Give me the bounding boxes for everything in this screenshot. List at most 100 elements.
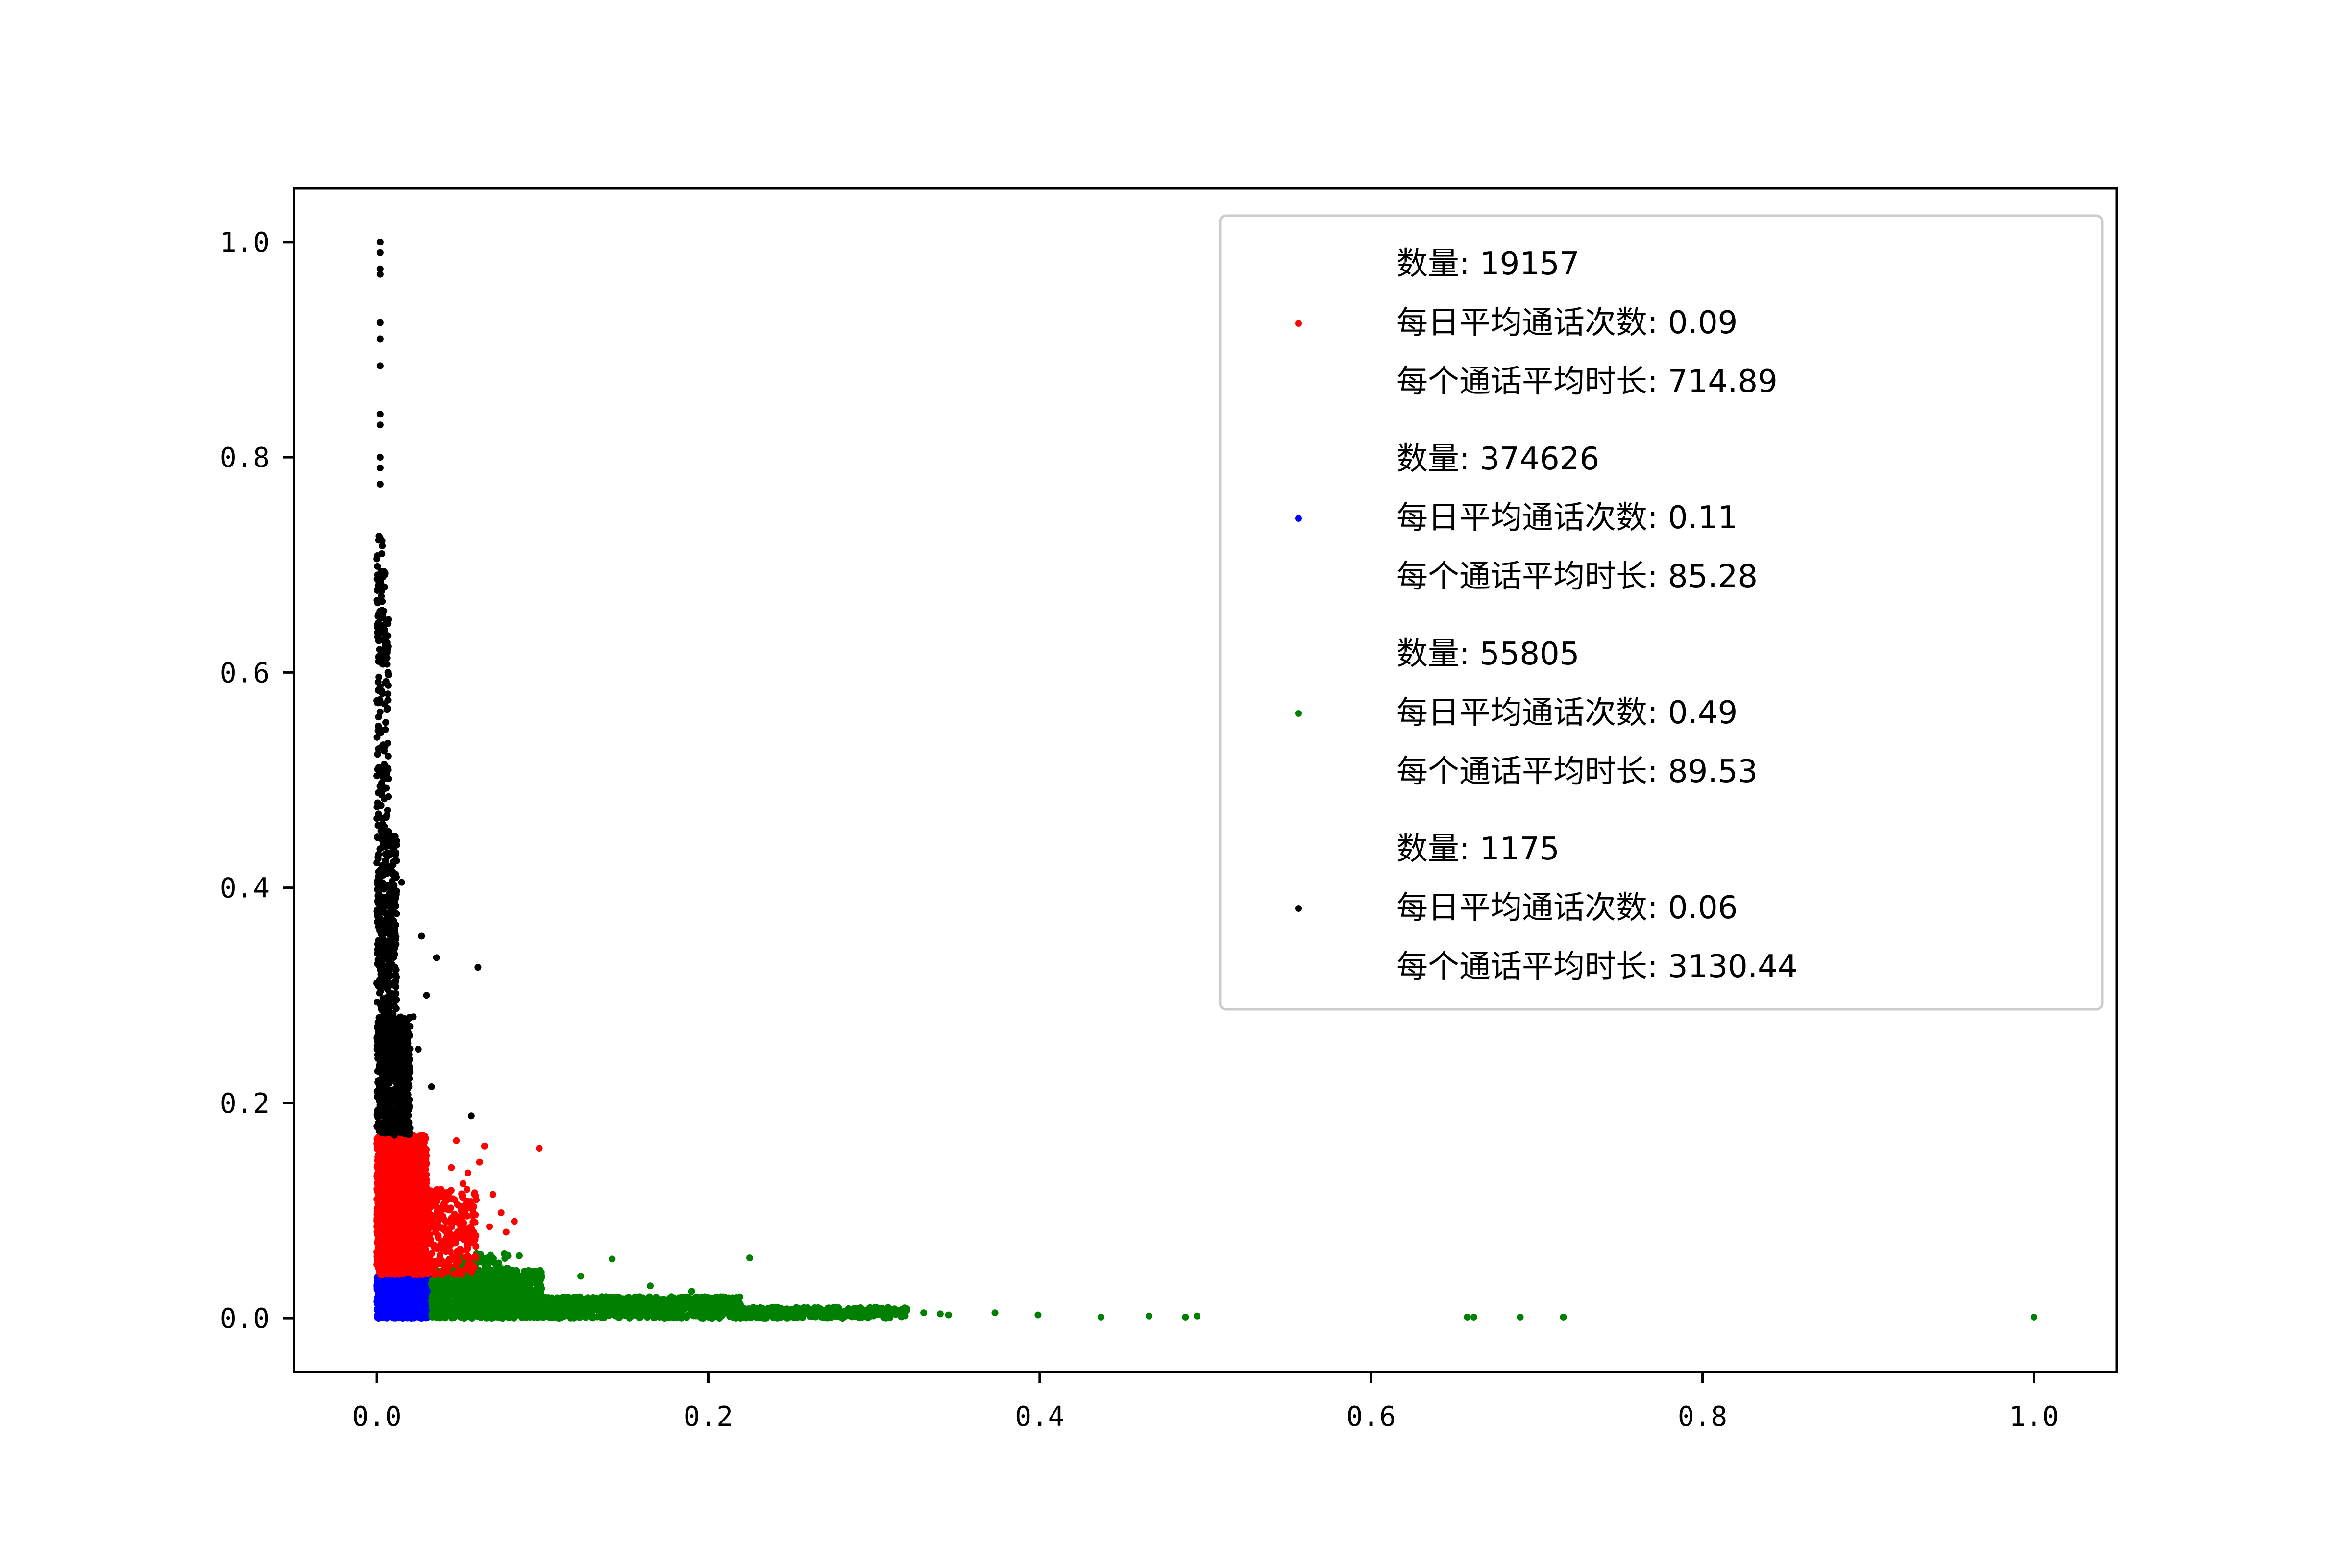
data-point [579,1300,586,1308]
data-point [788,1312,796,1319]
data-point [488,1282,495,1290]
data-point [505,1291,512,1298]
data-point [692,1309,699,1316]
data-point [511,1277,518,1284]
data-point [479,1293,486,1300]
data-point [430,1286,438,1293]
data-point [552,1306,560,1314]
data-point [485,1296,492,1303]
data-point [607,1304,614,1311]
data-point [746,1254,753,1262]
data-point [832,1307,839,1315]
data-point [415,1286,422,1294]
data-point [1560,1313,1567,1321]
data-point [656,1313,663,1321]
data-point [857,1311,864,1319]
points-layer [373,238,2037,1322]
data-point [757,1304,764,1311]
data-point [485,1254,492,1261]
data-point [686,1311,693,1318]
data-point [595,1299,602,1307]
data-point [499,1272,507,1279]
data-point [684,1304,691,1311]
data-point [656,1303,663,1311]
data-point [694,1295,701,1302]
data-point [527,1268,534,1275]
data-point [407,1295,414,1302]
data-point [545,1300,553,1308]
data-point [878,1305,885,1313]
data-point [450,1312,457,1320]
data-point [609,1255,616,1263]
data-point [637,1310,644,1317]
data-point [458,1291,466,1298]
data-point [560,1311,567,1319]
data-point [542,1294,550,1301]
data-point [475,1301,482,1308]
data-point [805,1310,812,1318]
data-point [485,1265,492,1273]
data-point [503,1281,510,1289]
data-point [487,1304,494,1311]
data-point [706,1312,713,1319]
data-point [537,1288,544,1295]
data-point [688,1288,695,1295]
data-point [2030,1313,2037,1321]
data-point [490,1259,497,1266]
data-point [525,1290,532,1297]
data-point [505,1274,513,1281]
data-point [796,1306,804,1314]
data-point [397,1302,404,1309]
data-point [820,1314,828,1322]
data-point [845,1308,852,1315]
data-point [617,1304,625,1311]
data-point [409,1310,416,1317]
data-point [429,1277,436,1284]
data-point [598,1311,605,1319]
data-point [1470,1313,1477,1321]
data-point [503,1265,511,1272]
data-point [646,1293,653,1300]
data-point [647,1300,654,1308]
data-point [1464,1313,1471,1321]
data-point [784,1305,791,1313]
data-point [1517,1313,1524,1321]
data-point [428,1297,436,1304]
data-point [501,1255,509,1262]
data-point [375,1280,382,1288]
data-point [403,1286,410,1293]
data-point [375,1285,382,1293]
data-point [1146,1312,1153,1320]
data-point [514,1297,521,1304]
data-point [945,1311,952,1319]
data-point [869,1308,877,1316]
data-point [441,1288,449,1295]
data-point [414,1303,421,1310]
data-point [1194,1312,1201,1320]
data-point [396,1290,403,1298]
data-point [882,1314,890,1322]
data-point [740,1313,747,1320]
data-point [381,1284,389,1291]
data-point [575,1307,583,1315]
data-point [725,1308,733,1315]
data-point [441,1312,448,1319]
data-point [920,1309,928,1317]
data-point [768,1308,775,1316]
data-point [390,1286,397,1294]
data-point [703,1295,710,1302]
data-point [680,1313,687,1321]
data-point [776,1306,784,1314]
data-point [536,1281,543,1289]
data-point [528,1304,536,1311]
data-point [647,1282,654,1290]
data-point [522,1305,529,1312]
data-point [504,1309,512,1316]
data-point [1097,1313,1104,1321]
data-point [884,1304,892,1311]
data-point [512,1268,519,1275]
data-point [655,1296,662,1303]
data-point [626,1309,634,1317]
data-point [577,1273,585,1280]
